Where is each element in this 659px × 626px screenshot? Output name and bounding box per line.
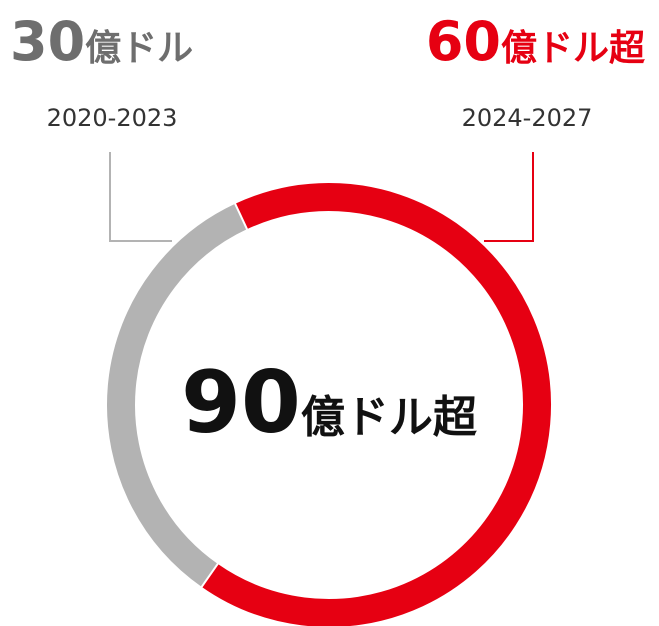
leader-line [484, 152, 534, 242]
value-label: 60億ドル超 [426, 10, 646, 73]
category-label: 2024-2027 [462, 104, 593, 132]
value: 60 [426, 10, 501, 73]
total-label: 90億ドル超 [181, 353, 478, 453]
value-label: 30億ドル [10, 10, 193, 73]
total-unit: 億ドル超 [301, 392, 478, 443]
donut [107, 183, 551, 626]
donut-segment [201, 183, 551, 626]
category-label: 2020-2023 [47, 104, 178, 132]
donut-segment [107, 203, 248, 587]
leader-line [109, 152, 172, 242]
separator [233, 202, 249, 231]
total: 90 [181, 353, 301, 453]
unit: 億ドル [85, 28, 193, 69]
separator [200, 562, 220, 589]
unit: 億ドル超 [501, 28, 646, 69]
value: 30 [10, 10, 85, 73]
